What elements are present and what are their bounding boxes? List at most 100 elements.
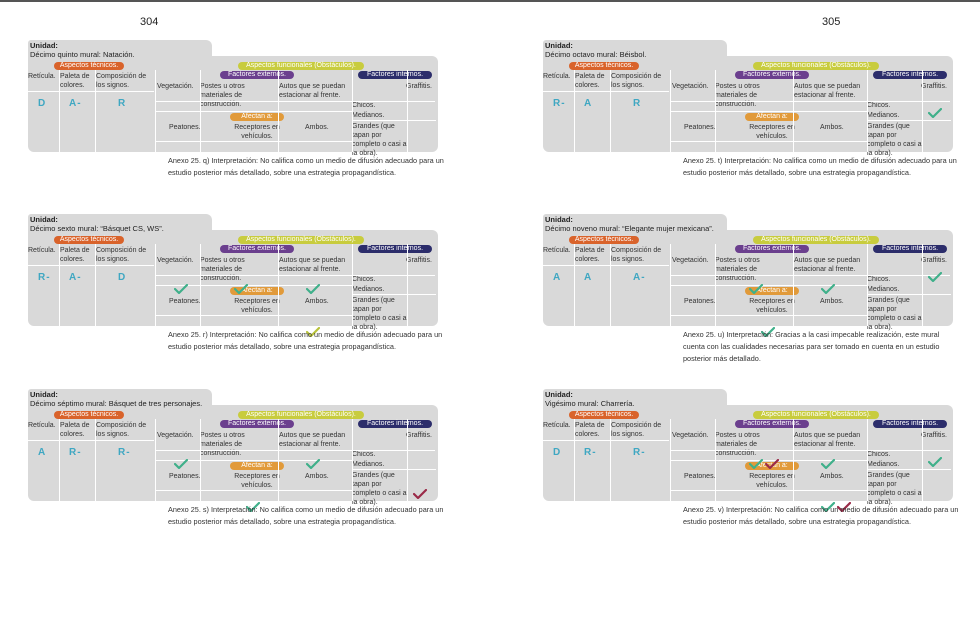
grade-paleta: R- [584,447,597,458]
grid-vline [59,244,60,326]
grid-vline [922,419,923,501]
col-autos: Autos que se puedan estacionar al frente… [794,257,861,273]
grid-line [352,469,436,470]
factores-internos-pill: Factores internos. [873,420,947,428]
col-paleta: Paleta de colores. [60,247,90,263]
row-grandes: Grandes (que tapan por completo o casi a… [867,123,922,157]
grid-line [28,440,154,441]
col-paleta: Paleta de colores. [60,73,90,89]
mural-card: Unidad: Décimo séptimo mural: Básquet de … [28,389,443,526]
col-peatones: Peatones. [169,124,201,131]
col-graffitis: Graffitis. [921,257,947,264]
row-grandes: Grandes (que tapan por completo o casi a… [867,297,922,331]
grade-paleta: A [584,98,593,109]
page-top-rule [0,0,980,2]
col-graffitis: Graffitis. [406,432,432,439]
col-peatones: Peatones. [684,124,716,131]
col-paleta: Paleta de colores. [575,73,605,89]
page-number-right: 305 [822,16,841,28]
afectan-pill: Afectan a: [745,287,799,295]
grid-vline [155,70,156,152]
aspectos-tecnicos-pill: Aspectos técnicos. [569,411,639,419]
grid-vline [95,419,96,501]
grade-composicion: R- [633,447,646,458]
grade-composicion: R- [118,447,131,458]
check-mark-icon [821,502,835,512]
check-mark-icon [306,327,320,337]
col-ambos: Ambos. [820,298,844,305]
grid-line [670,460,868,461]
grade-reticula: D [553,447,562,458]
grid-line [543,91,669,92]
row-medianos: Medianos. [352,112,385,119]
grid-vline [59,70,60,152]
grid-vline [59,419,60,501]
interpretation-caption: Anexo 25. r) Interpretación: No califica… [168,330,443,351]
col-vegetacion: Vegetación. [672,83,709,90]
grade-paleta: A- [69,98,82,109]
row-chicos: Chicos. [352,102,376,109]
grid-vline [610,244,611,326]
grid-line [670,315,868,316]
grid-line [155,275,435,276]
col-reticula: Retícula. [28,247,56,254]
grid-vline [610,70,611,152]
grid-vline [407,419,408,501]
grid-vline [278,419,279,501]
row-medianos: Medianos. [352,461,385,468]
aspectos-tecnicos-pill: Aspectos técnicos. [54,62,124,70]
col-graffitis: Graffitis. [921,432,947,439]
grid-line [670,111,868,112]
factores-externos-pill: Factores externos. [735,420,809,428]
col-peatones: Peatones. [684,298,716,305]
grid-line [670,101,950,102]
aspectos-funcionales-pill: Aspectos funcionales (Obstáculos). [238,411,364,419]
grid-vline [200,419,201,501]
check-mark-icon [174,459,188,469]
col-paleta: Paleta de colores. [575,247,605,263]
mural-title: Décimo quinto mural: Natación. [30,50,135,59]
unidad-label: Unidad: [30,41,58,50]
row-grandes: Grandes (que tapan por completo o casi a… [352,472,407,506]
col-autos: Autos que se puedan estacionar al frente… [794,83,861,99]
grid-vline [793,70,794,152]
col-autos: Autos que se puedan estacionar al frente… [794,432,861,448]
row-grandes: Grandes (que tapan por completo o casi a… [352,297,407,331]
aspectos-funcionales-pill: Aspectos funcionales (Obstáculos). [753,236,879,244]
col-postes: Postes u otros materiales de construcció… [715,257,760,282]
unidad-label: Unidad: [545,41,573,50]
grid-vline [670,70,671,152]
check-mark-icon [749,459,763,469]
grade-paleta: A [584,272,593,283]
grade-reticula: R- [38,272,51,283]
mural-card: Unidad: Décimo noveno mural: “Elegante mu… [543,214,953,363]
col-postes: Postes u otros materiales de construcció… [200,257,245,282]
interpretation-caption: Anexo 25. t) Interpretación: No califica… [683,156,957,177]
col-composicion: Composición de los signos. [611,422,662,438]
check-mark-icon [761,327,775,337]
grid-line [670,275,950,276]
grid-vline [867,70,868,152]
grade-composicion: A- [633,272,646,283]
check-mark-icon [928,457,942,467]
col-postes: Postes u otros materiales de construcció… [715,83,760,108]
mural-title: Décimo sexto mural: “Básquet CS, WS”. [30,224,164,233]
grid-vline [200,70,201,152]
col-reticula: Retícula. [543,73,571,80]
col-composicion: Composición de los signos. [96,247,147,263]
col-graffitis: Graffitis. [406,257,432,264]
col-postes: Postes u otros materiales de construcció… [715,432,760,457]
row-grandes: Grandes (que tapan por completo o casi a… [352,123,407,157]
interpretation-caption: Anexo 25. q) Interpretación: No califica… [168,156,444,177]
factores-internos-pill: Factores internos. [358,245,432,253]
col-composicion: Composición de los signos. [96,73,147,89]
grid-vline [610,419,611,501]
aspectos-funcionales-pill: Aspectos funcionales (Obstáculos). [238,236,364,244]
check-mark-icon [928,108,942,118]
aspectos-tecnicos-pill: Aspectos técnicos. [54,411,124,419]
col-postes: Postes u otros materiales de construcció… [200,83,245,108]
col-receptores: Receptores en vehículos. [234,298,280,314]
row-medianos: Medianos. [352,286,385,293]
row-grandes: Grandes (que tapan por completo o casi a… [867,472,922,506]
grade-reticula: A [553,272,562,283]
